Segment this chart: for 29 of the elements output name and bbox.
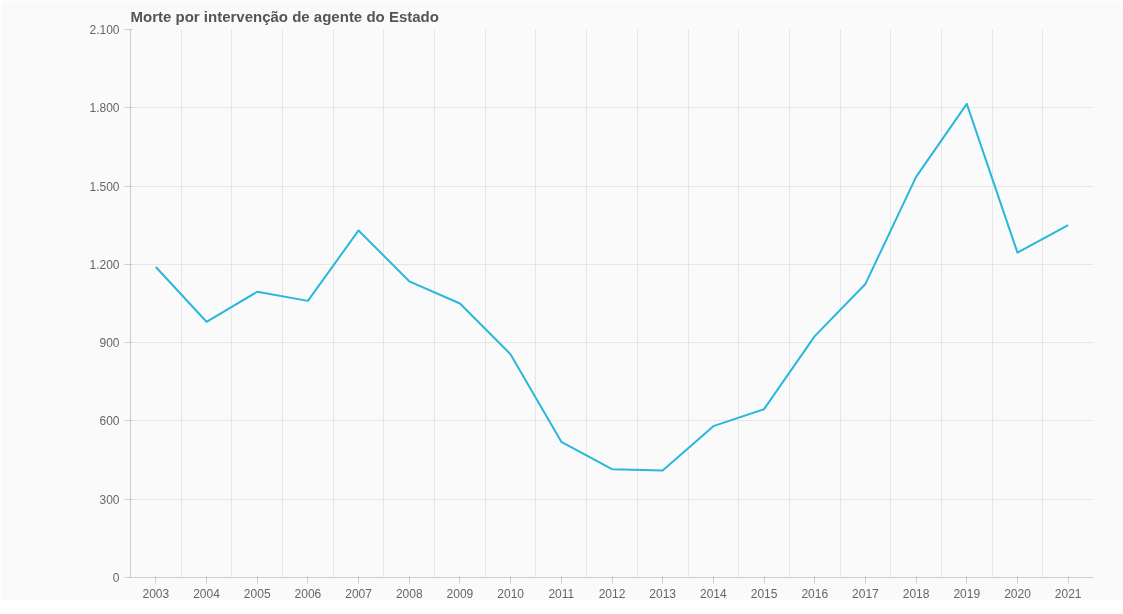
- y-tick-label: 0: [112, 571, 120, 585]
- x-tick-label: 2016: [801, 586, 829, 601]
- y-tick-label: 2.100: [89, 23, 120, 37]
- x-tick-label: 2007: [345, 586, 373, 601]
- y-tick-label: 1.500: [89, 179, 120, 194]
- x-tick-label: 2003: [142, 586, 170, 601]
- x-tick-label: 2004: [193, 586, 221, 601]
- y-tick-label: 900: [99, 336, 120, 351]
- line-series: [154, 102, 1070, 472]
- y-tick-label: 1.800: [89, 101, 120, 116]
- x-tick-label: 2017: [852, 586, 880, 601]
- x-tick-label: 2010: [497, 586, 525, 601]
- x-tick-label: 2008: [395, 586, 423, 601]
- x-tick-label: 2019: [953, 586, 981, 601]
- x-tick-label: 2006: [294, 586, 322, 601]
- x-tick-label: 2009: [446, 586, 474, 601]
- x-tick-label: 2015: [750, 586, 778, 601]
- x-tick-label: 2011: [548, 586, 575, 601]
- x-tick-label: 2012: [598, 586, 626, 601]
- x-tick-label: 2020: [1004, 586, 1032, 601]
- x-tick-label: 2013: [649, 586, 677, 601]
- x-tick-label: 2018: [902, 586, 930, 601]
- x-tick-label: 2014: [700, 586, 728, 601]
- chart-title: Morte por intervenção de agente do Estado: [130, 7, 439, 25]
- y-tick-label: 300: [99, 492, 120, 507]
- y-tick-label: 600: [99, 414, 120, 429]
- x-tick-label: 2005: [243, 586, 271, 601]
- x-tick-label: 2021: [1054, 586, 1082, 601]
- y-tick-label: 1.200: [89, 257, 120, 272]
